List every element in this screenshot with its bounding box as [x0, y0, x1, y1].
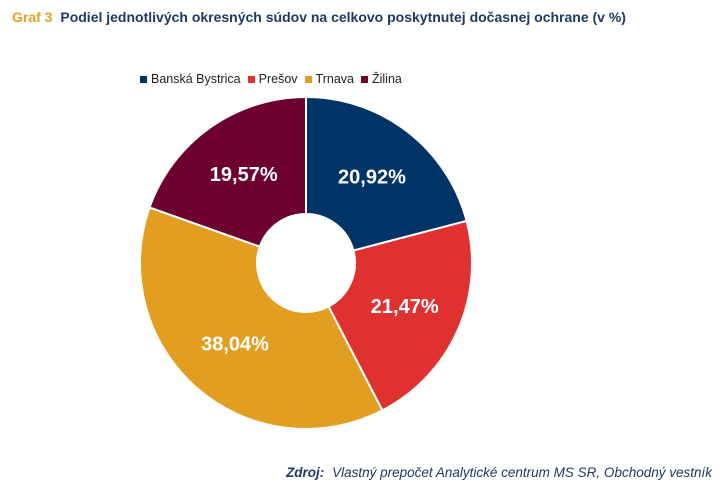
slice-data-label: 19,57% [210, 164, 278, 186]
chart-title: Podiel jednotlivých okresných súdov na c… [60, 9, 626, 25]
legend-label: Žilina [371, 72, 402, 86]
legend-swatch [140, 75, 147, 83]
legend-swatch [360, 75, 368, 83]
legend-swatch [247, 75, 255, 83]
pie-slice [327, 219, 473, 412]
pie-slice [305, 95, 468, 252]
slice-data-label: 20,92% [338, 166, 406, 188]
pie-slice [139, 206, 384, 430]
legend-label: Prešov [258, 72, 298, 86]
caption-number: Graf 3 [12, 9, 53, 25]
legend-item: Trnava [304, 72, 354, 86]
source-label: Zdroj: [286, 465, 325, 480]
chart-legend: Banská Bystrica Prešov Trnava Žilina [140, 72, 409, 86]
source-note: Zdroj: Vlastný prepočet Analytické centr… [286, 465, 712, 480]
pie-slice [148, 95, 307, 248]
legend-item: Žilina [360, 72, 402, 86]
source-text: Vlastný prepočet Analytické centrum MS S… [332, 465, 712, 480]
chart-caption: Graf 3 Podiel jednotlivých okresných súd… [12, 9, 626, 25]
legend-item: Banská Bystrica [140, 72, 241, 86]
legend-swatch [304, 75, 312, 83]
legend-label: Trnava [315, 72, 354, 86]
slice-data-label: 21,47% [371, 296, 439, 318]
slice-data-label: 38,04% [201, 333, 269, 355]
legend-label: Banská Bystrica [151, 72, 241, 86]
legend-item: Prešov [247, 72, 298, 86]
